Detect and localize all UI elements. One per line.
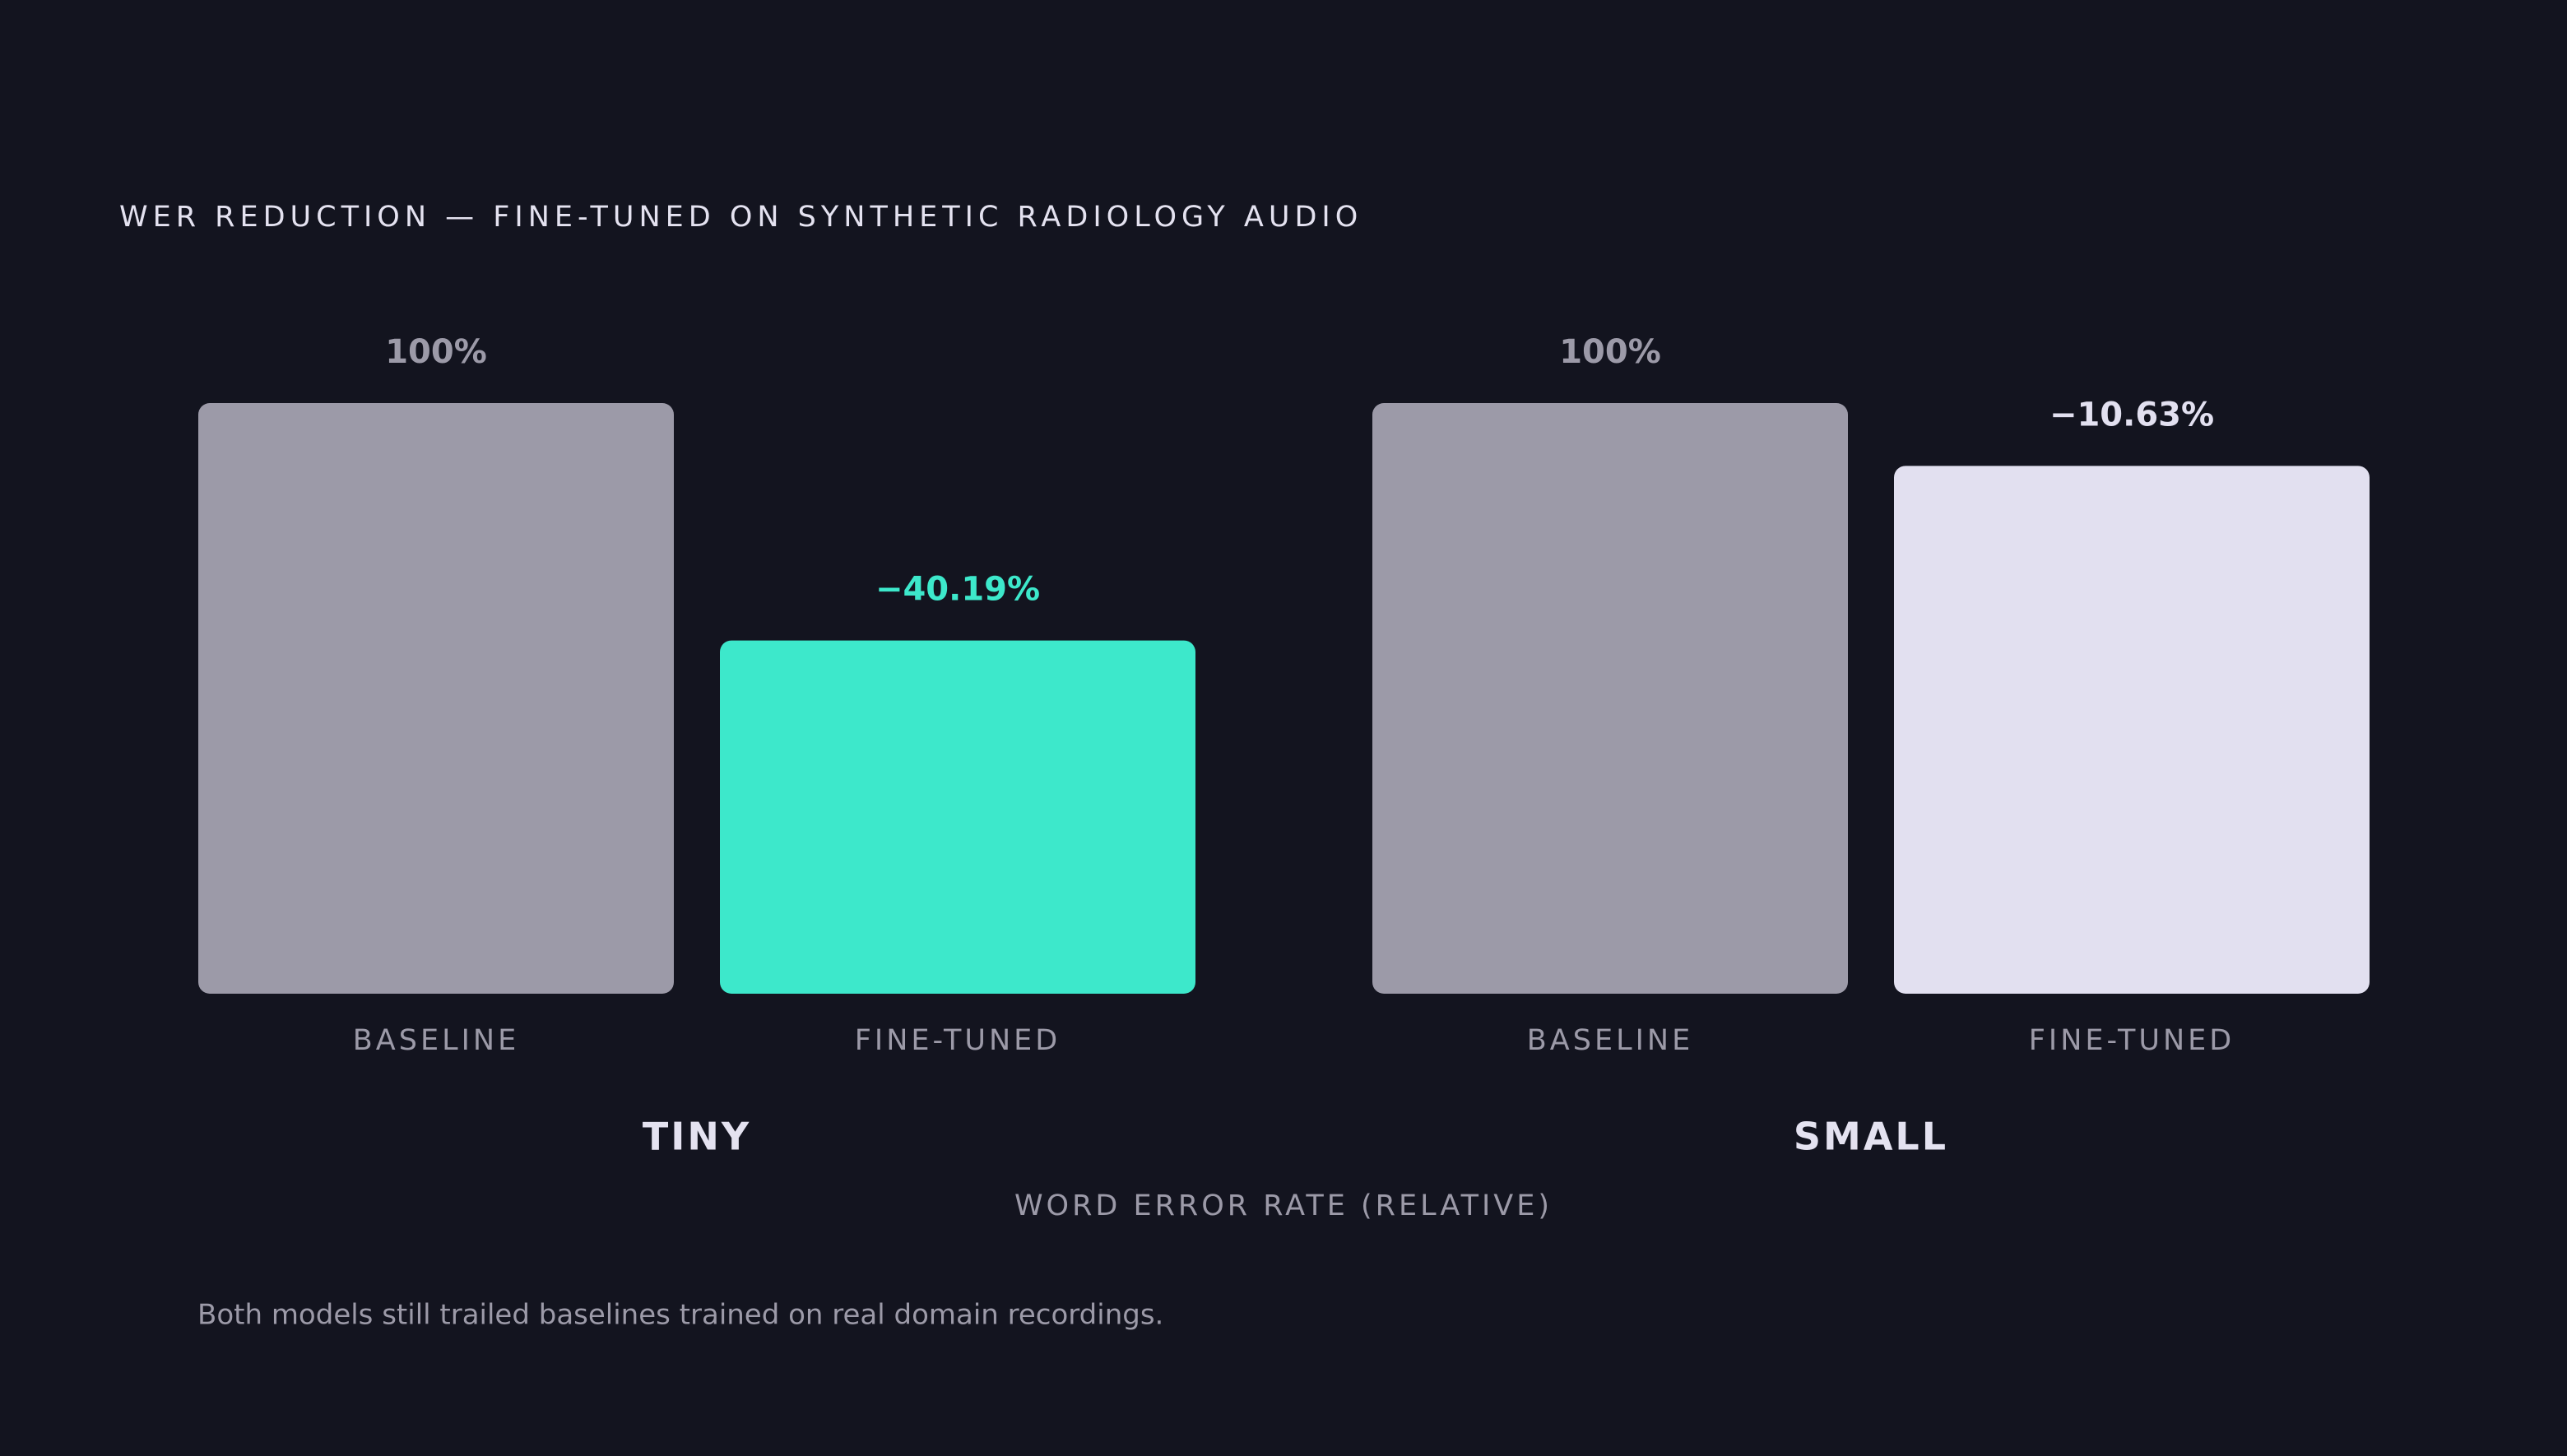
bar (1894, 466, 2370, 994)
chart-title: WER REDUCTION — FINE-TUNED ON SYNTHETIC … (119, 201, 1362, 234)
category-label: FINE-TUNED (2029, 1024, 2235, 1057)
bar (1372, 403, 1848, 994)
bar (198, 403, 674, 994)
footnote: Both models still trailed baselines trai… (197, 1299, 1163, 1332)
bar (720, 640, 1195, 994)
change-label: −40.19% (875, 571, 1040, 609)
value-label: 100% (1559, 333, 1661, 371)
x-axis-label: WORD ERROR RATE (RELATIVE) (1014, 1189, 1553, 1222)
category-label: FINE-TUNED (855, 1024, 1061, 1057)
change-label: −10.63% (2049, 396, 2214, 434)
group-label: SMALL (1794, 1115, 1948, 1159)
value-label: 100% (385, 333, 487, 371)
category-label: BASELINE (1527, 1024, 1693, 1057)
group-label: TINY (643, 1115, 751, 1159)
category-label: BASELINE (353, 1024, 519, 1057)
